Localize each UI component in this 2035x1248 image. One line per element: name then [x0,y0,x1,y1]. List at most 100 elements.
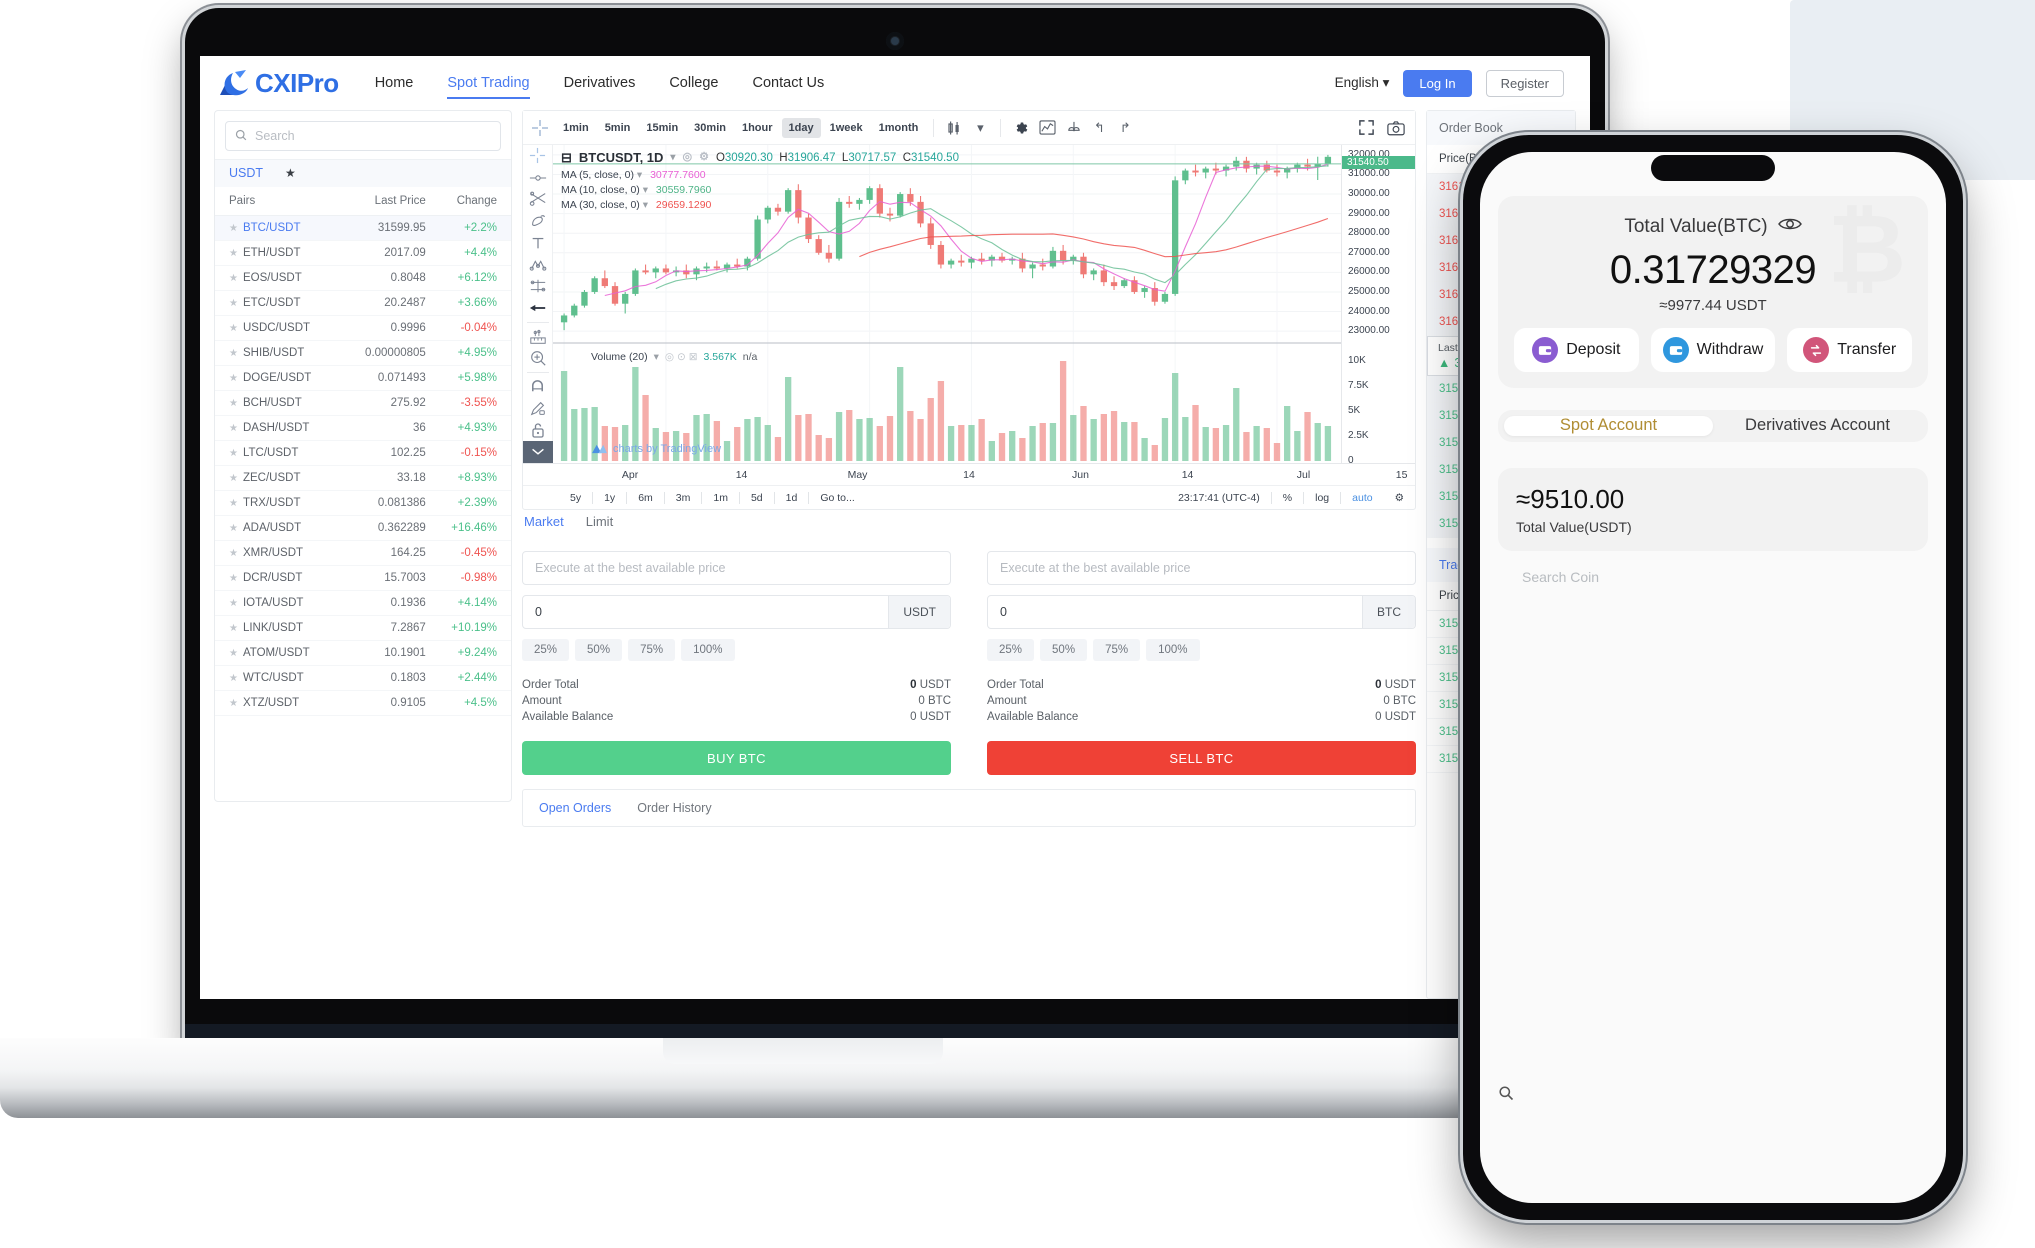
magnet-tool-icon[interactable] [523,376,553,398]
favorite-star-icon[interactable]: ★ [229,422,238,434]
favorite-star-icon[interactable]: ★ [229,497,238,509]
market-row[interactable]: ★ ATOM/USDT 10.1901 +9.24% [215,641,511,666]
collapse-tools-icon[interactable] [523,441,553,463]
register-button[interactable]: Register [1485,69,1564,97]
search-box[interactable] [225,121,501,151]
tab-order-history[interactable]: Order History [637,801,712,815]
favorite-star-icon[interactable]: ★ [229,397,238,409]
favorite-star-icon[interactable]: ★ [229,572,238,584]
favorite-star-icon[interactable]: ★ [229,547,238,559]
favorite-star-icon[interactable]: ★ [229,222,238,234]
undo-icon[interactable]: ↰ [1093,119,1105,135]
tradingview-attribution[interactable]: charts by TradingView [591,442,721,455]
timeframe-1week[interactable]: 1week [829,121,863,134]
range-1m[interactable]: 1m [713,491,728,504]
brand-logo-group[interactable]: CXIPro [218,68,339,99]
range-3m[interactable]: 3m [675,491,691,504]
buy-pct-100[interactable]: 100% [681,639,735,661]
favorite-star-icon[interactable]: ★ [229,372,238,384]
nav-link-spot-trading[interactable]: Spot Trading [447,56,530,110]
pattern-tool-icon[interactable] [523,254,553,276]
buy-pct-50[interactable]: 50% [575,639,623,661]
chart-goto-button[interactable]: Go to... [820,491,855,504]
market-row[interactable]: ★ WTC/USDT 0.1803 +2.44% [215,666,511,691]
search-input[interactable] [255,129,491,143]
crosshair-icon[interactable] [525,119,555,137]
buy-amount-input[interactable]: 0 USDT [522,595,951,629]
derivatives-account-tab[interactable]: Derivatives Account [1745,416,1890,434]
favorite-star-icon[interactable]: ★ [229,672,238,684]
buy-button[interactable]: BUY BTC [522,741,951,775]
order-tab-limit[interactable]: Limit [585,514,614,529]
market-row[interactable]: ★ BTC/USDT 31599.95 +2.2% [215,216,511,241]
favorites-star-icon[interactable]: ★ [285,166,296,180]
sell-pct-50[interactable]: 50% [1040,639,1088,661]
timeframe-15min[interactable]: 15min [646,121,679,134]
chart-style-chevron-icon[interactable]: ▾ [977,119,984,135]
favorite-star-icon[interactable]: ★ [229,272,238,284]
market-row[interactable]: ★ ADA/USDT 0.362289 +16.46% [215,516,511,541]
buy-price-input[interactable]: Execute at the best available price [522,551,951,585]
market-row[interactable]: ★ LTC/USDT 102.25 -0.15% [215,441,511,466]
chart-scale-percent[interactable]: % [1282,491,1293,504]
arrow-tool-icon[interactable] [523,297,553,319]
market-row[interactable]: ★ ZEC/USDT 33.18 +8.93% [215,466,511,491]
camera-icon[interactable] [1383,116,1409,140]
timeframe-1month[interactable]: 1month [878,121,919,134]
candle-style-icon[interactable] [941,116,967,140]
draw-lock-icon[interactable] [523,398,553,420]
text-tool-icon[interactable] [523,232,553,254]
favorite-star-icon[interactable]: ★ [229,447,238,459]
eye-icon[interactable] [1777,216,1802,238]
redo-icon[interactable]: ↱ [1119,119,1131,135]
market-tab-usdt[interactable]: USDT [229,166,264,180]
market-row[interactable]: ★ XTZ/USDT 0.9105 +4.5% [215,691,511,716]
range-5y[interactable]: 5y [570,491,582,504]
sell-pct-75[interactable]: 75% [1093,639,1141,661]
market-row[interactable]: ★ EOS/USDT 0.8048 +6.12% [215,266,511,291]
market-row[interactable]: ★ ETH/USDT 2017.09 +4.4% [215,241,511,266]
chart-scale-auto[interactable]: auto [1352,491,1373,504]
fib-tool-icon[interactable] [523,189,553,211]
order-tab-market[interactable]: Market [524,514,564,529]
range-1y[interactable]: 1y [604,491,616,504]
market-row[interactable]: ★ ETC/USDT 20.2487 +3.66% [215,291,511,316]
favorite-star-icon[interactable]: ★ [229,322,238,334]
spot-account-tab[interactable]: Spot Account [1504,416,1713,436]
tab-open-orders[interactable]: Open Orders [539,801,612,815]
nav-link-derivatives[interactable]: Derivatives [563,75,636,91]
range-6m[interactable]: 6m [638,491,653,504]
withdraw-button[interactable]: Withdraw [1650,328,1776,372]
market-row[interactable]: ★ DASH/USDT 36 +4.93% [215,416,511,441]
market-row[interactable]: ★ DCR/USDT 15.7003 -0.98% [215,566,511,591]
timeframe-5min[interactable]: 5min [604,121,631,134]
market-row[interactable]: ★ SHIB/USDT 0.00000805 +4.95% [215,341,511,366]
sell-pct-100[interactable]: 100% [1146,639,1200,661]
crosshair-tool-icon[interactable] [523,145,553,167]
market-row[interactable]: ★ LINK/USDT 7.2867 +10.19% [215,616,511,641]
favorite-star-icon[interactable]: ★ [229,297,238,309]
coin-search-box[interactable]: Search Coin [1498,569,1946,1203]
nav-link-contact-us[interactable]: Contact Us [752,75,825,91]
favorite-star-icon[interactable]: ★ [229,647,238,659]
sell-amount-input[interactable]: 0 BTC [987,595,1416,629]
deposit-button[interactable]: Deposit [1514,328,1639,372]
favorite-star-icon[interactable]: ★ [229,597,238,609]
gear-icon[interactable] [1008,116,1034,140]
market-row[interactable]: ★ USDC/USDT 0.9996 -0.04% [215,316,511,341]
favorite-star-icon[interactable]: ★ [229,697,238,709]
chart-plot[interactable]: ⊟ BTCUSDT, 1D ▾ ◎ ⚙ O30920.30 H31906.47 [553,145,1341,463]
sell-pct-25[interactable]: 25% [987,639,1035,661]
chart-price-axis[interactable]: 32000.00 31000.00 30000.00 29000.00 28000.00… [1341,145,1415,463]
buy-pct-25[interactable]: 25% [522,639,570,661]
market-row[interactable]: ★ XMR/USDT 164.25 -0.45% [215,541,511,566]
nav-link-home[interactable]: Home [374,75,414,91]
favorite-star-icon[interactable]: ★ [229,622,238,634]
favorite-star-icon[interactable]: ★ [229,472,238,484]
brush-tool-icon[interactable] [523,210,553,232]
transfer-button[interactable]: Transfer [1787,328,1913,372]
market-row[interactable]: ★ TRX/USDT 0.081386 +2.39% [215,491,511,516]
timeframe-1hour[interactable]: 1hour [741,121,773,134]
measure-tool-icon[interactable] [523,326,553,348]
zoom-in-tool-icon[interactable] [523,347,553,369]
